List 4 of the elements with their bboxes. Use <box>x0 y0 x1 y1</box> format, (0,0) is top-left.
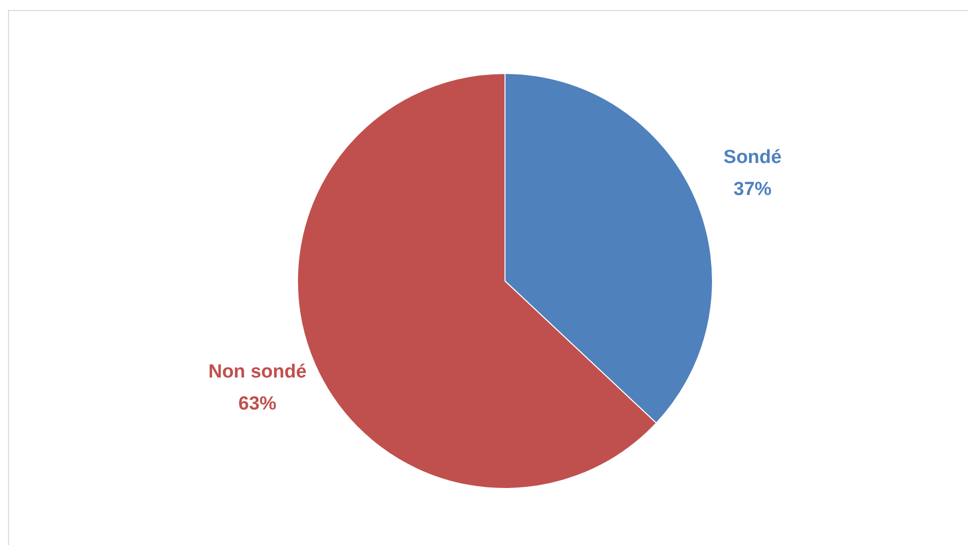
slice-label: Non sondé <box>208 361 307 382</box>
slice-label: Sondé <box>724 147 782 168</box>
data-label: 63% <box>238 393 277 414</box>
data-label: 37% <box>734 179 772 200</box>
